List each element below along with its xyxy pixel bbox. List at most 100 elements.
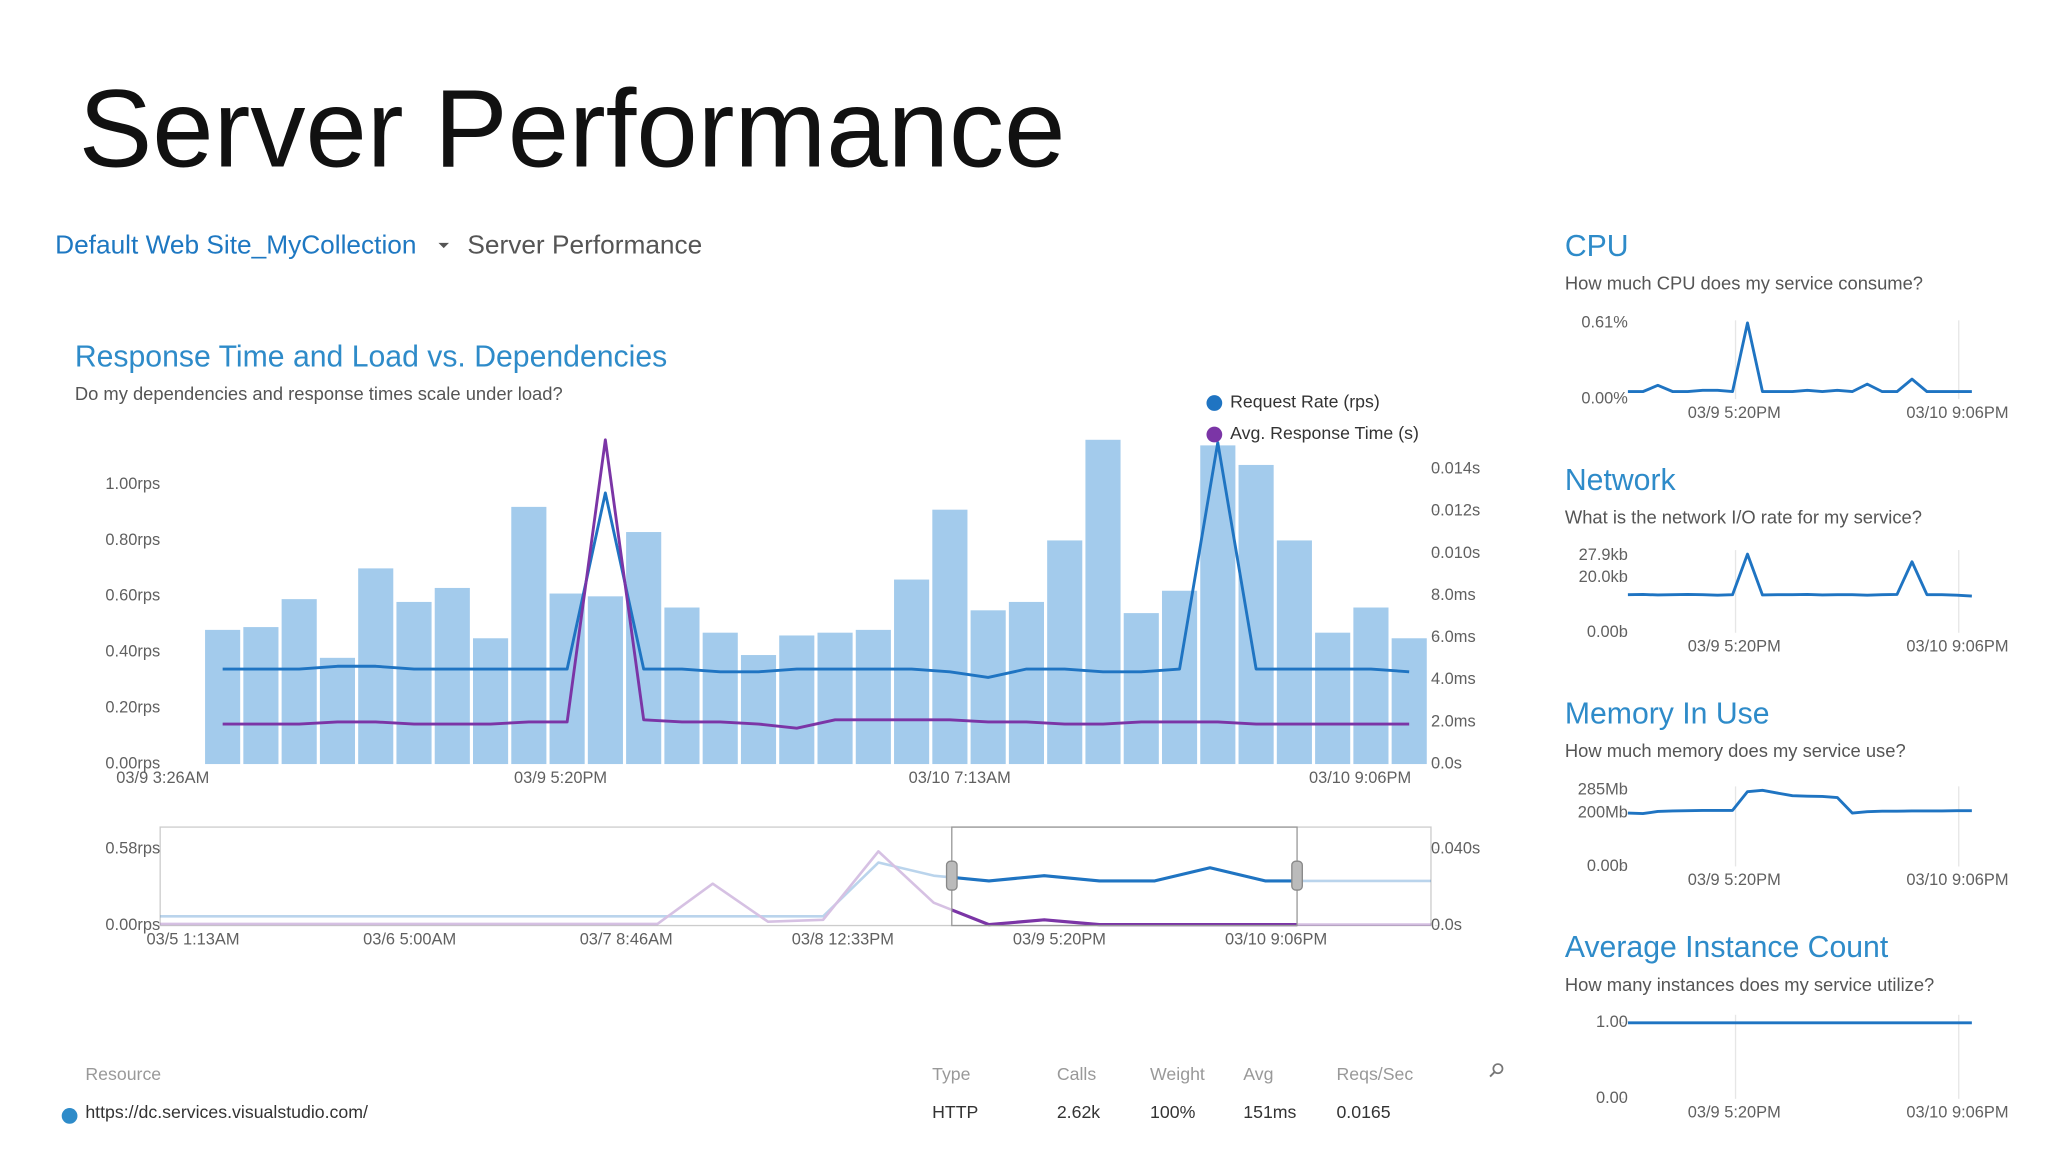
bar bbox=[1123, 613, 1159, 765]
search-icon[interactable] bbox=[1489, 1063, 1504, 1078]
dropdown-caret[interactable] bbox=[438, 242, 449, 249]
chart-title: Response Time and Load vs. Dependencies bbox=[75, 340, 667, 373]
navigator-frame bbox=[159, 826, 1432, 927]
data-line bbox=[222, 438, 1410, 730]
data-line bbox=[160, 861, 1431, 918]
page-title: Server Performance bbox=[79, 68, 1066, 191]
y-tick-label: 0.0s bbox=[1431, 916, 1462, 934]
y-tick-label: 0.20rps bbox=[105, 698, 160, 716]
data-line bbox=[160, 850, 1431, 926]
table-cell: 100% bbox=[1150, 1102, 1196, 1122]
x-tick-label: 03/10 9:06PM bbox=[1309, 769, 1411, 787]
legend-swatch bbox=[1206, 426, 1223, 443]
y-tick-label: 0.00rps bbox=[105, 916, 160, 934]
bar bbox=[243, 627, 279, 765]
y-tick-label: 0.00 bbox=[1596, 1089, 1628, 1107]
panel-subtitle: How much memory does my service use? bbox=[1565, 740, 1906, 761]
y-tick-label: 200Mb bbox=[1578, 803, 1628, 821]
table-header: Avg bbox=[1243, 1064, 1273, 1084]
panel-subtitle: What is the network I/O rate for my serv… bbox=[1565, 506, 1922, 527]
bar bbox=[205, 629, 241, 765]
bar bbox=[855, 629, 891, 765]
x-tick-label: 03/9 5:20PM bbox=[1688, 638, 1781, 656]
bar bbox=[1200, 445, 1236, 765]
y-tick-label: 0.61% bbox=[1581, 313, 1628, 331]
bar bbox=[664, 607, 700, 765]
x-tick-label: 03/9 5:20PM bbox=[1688, 871, 1781, 889]
bar bbox=[473, 638, 509, 765]
y-tick-label: 2.0ms bbox=[1431, 712, 1476, 730]
panel-title: Memory In Use bbox=[1565, 697, 1770, 730]
data-line bbox=[222, 441, 1410, 679]
y-tick-label: 0.00b bbox=[1587, 857, 1628, 875]
bar bbox=[587, 596, 623, 765]
y-tick-label: 6.0ms bbox=[1431, 628, 1476, 646]
panel-title: CPU bbox=[1565, 230, 1629, 263]
x-tick-label: 03/9 5:20PM bbox=[1013, 930, 1106, 948]
legend-label: Avg. Response Time (s) bbox=[1230, 423, 1419, 443]
x-tick-label: 03/6 5:00AM bbox=[363, 930, 456, 948]
x-tick-label: 03/10 7:13AM bbox=[909, 769, 1011, 787]
table-cell: 151ms bbox=[1243, 1102, 1296, 1122]
bar bbox=[894, 579, 930, 765]
panel-subtitle: How much CPU does my service consume? bbox=[1565, 273, 1923, 294]
data-line bbox=[1627, 321, 1972, 394]
x-tick-label: 03/10 9:06PM bbox=[1225, 930, 1327, 948]
breadcrumb-page: Server Performance bbox=[467, 230, 702, 260]
bar bbox=[319, 657, 356, 765]
table-cell: https://dc.services.visualstudio.com/ bbox=[85, 1102, 368, 1122]
bar bbox=[1276, 540, 1312, 765]
y-tick-label: 0.040s bbox=[1431, 840, 1480, 858]
legend-swatch bbox=[1206, 395, 1223, 411]
y-tick-label: 0.010s bbox=[1431, 544, 1480, 562]
legend-label: Request Rate (rps) bbox=[1230, 392, 1380, 412]
y-tick-label: 0.012s bbox=[1431, 502, 1480, 520]
table-header: Weight bbox=[1150, 1064, 1205, 1084]
y-tick-label: 0.80rps bbox=[105, 531, 160, 549]
y-tick-label: 1.00rps bbox=[105, 475, 160, 493]
table-cell: HTTP bbox=[932, 1102, 978, 1122]
breadcrumb-site[interactable]: Default Web Site_MyCollection bbox=[55, 230, 416, 260]
chart-subtitle: Do my dependencies and response times sc… bbox=[75, 383, 563, 404]
y-tick-label: 27.9kb bbox=[1579, 546, 1628, 564]
table-cell: 0.0165 bbox=[1336, 1102, 1390, 1122]
y-tick-label: 8.0ms bbox=[1431, 586, 1476, 604]
bar bbox=[1353, 607, 1389, 765]
bar bbox=[1008, 601, 1045, 765]
bar bbox=[932, 509, 968, 765]
navigator-history bbox=[160, 850, 1431, 926]
y-tick-label: 0.014s bbox=[1431, 460, 1480, 478]
table-header: Reqs/Sec bbox=[1336, 1064, 1413, 1084]
x-tick-label: 03/8 12:33PM bbox=[792, 930, 894, 948]
panel-title: Average Instance Count bbox=[1565, 931, 1889, 964]
data-line bbox=[1627, 552, 1972, 598]
bar bbox=[434, 587, 470, 765]
navigator-selection bbox=[951, 866, 1298, 927]
bar bbox=[817, 632, 853, 765]
panel-subtitle: How many instances does my service utili… bbox=[1565, 974, 1934, 995]
x-tick-label: 03/9 5:20PM bbox=[1688, 404, 1781, 422]
table-header: Calls bbox=[1057, 1064, 1097, 1084]
x-tick-label: 03/9 5:20PM bbox=[1688, 1104, 1781, 1122]
row-marker bbox=[61, 1108, 78, 1124]
bar bbox=[702, 632, 738, 765]
bar bbox=[1085, 439, 1121, 765]
bar bbox=[1391, 638, 1427, 765]
table-cell: 2.62k bbox=[1057, 1102, 1100, 1122]
y-tick-label: 0.00b bbox=[1587, 623, 1628, 641]
selection-handle bbox=[945, 860, 958, 891]
bar bbox=[1047, 540, 1083, 765]
bar bbox=[779, 635, 815, 765]
data-line bbox=[951, 866, 1298, 883]
data-line bbox=[1627, 788, 1972, 815]
x-tick-label: 03/9 5:20PM bbox=[514, 769, 607, 787]
bar bbox=[549, 593, 585, 765]
panel-title: Network bbox=[1565, 464, 1677, 497]
x-tick-label: 03/10 9:06PM bbox=[1906, 404, 2008, 422]
y-tick-label: 0.0s bbox=[1431, 754, 1462, 772]
data-line bbox=[951, 908, 1298, 927]
bar bbox=[1238, 464, 1274, 765]
bar bbox=[281, 599, 317, 765]
bar bbox=[970, 610, 1006, 765]
